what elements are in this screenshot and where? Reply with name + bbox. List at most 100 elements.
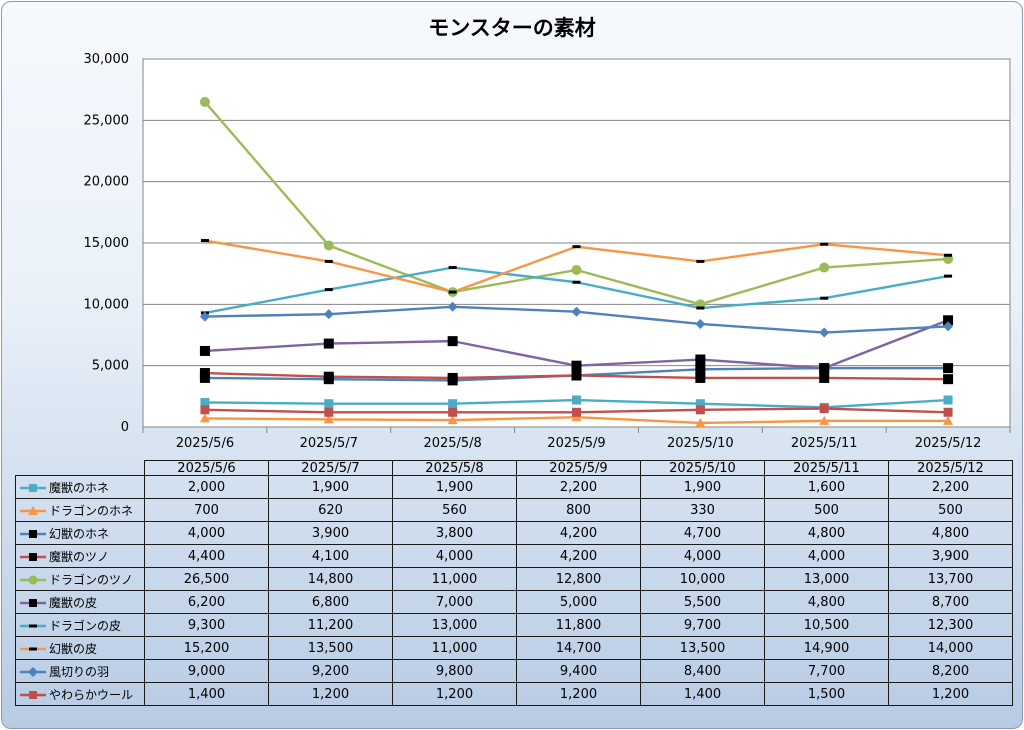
data-point-9-1 <box>324 407 334 417</box>
table-cell: 3,900 <box>888 544 1013 568</box>
table-cell: 1,400 <box>144 682 269 706</box>
table-cell: 13,000 <box>764 567 889 591</box>
table-cell: 10,000 <box>640 567 765 591</box>
table-header-date: 2025/5/12 <box>888 460 1013 476</box>
data-point-8-1 <box>323 309 334 320</box>
table-cell: 7,000 <box>392 590 517 614</box>
table-cell: 1,200 <box>888 682 1013 706</box>
table-row: 魔獣のツノ 4,400 4,100 4,000 4,200 4,000 4,000 3,900 <box>15 544 1013 568</box>
data-point-8-4 <box>695 318 706 329</box>
table-cell: 1,900 <box>268 475 393 499</box>
data-point-3-1 <box>323 371 334 382</box>
legend-key <box>20 506 46 515</box>
table-cell: 4,400 <box>144 544 269 568</box>
series-name: 幻獣のホネ <box>49 526 110 541</box>
table-row: 魔獣のホネ 2,000 1,900 1,900 2,200 1,900 1,600 2,200 <box>15 475 1013 499</box>
table-cell: 14,800 <box>268 567 393 591</box>
data-point-6-4 <box>696 306 705 310</box>
data-point-7-5 <box>820 242 829 246</box>
y-tick-label: 20,000 <box>84 175 130 190</box>
table-row: 風切りの羽 9,000 9,200 9,800 9,400 8,400 7,700 8,200 <box>15 659 1013 683</box>
data-point-9-2 <box>448 407 458 417</box>
data-point-9-6 <box>943 407 953 417</box>
table-row: 幻獣のホネ 4,000 3,900 3,800 4,200 4,700 4,800 4,800 <box>15 521 1013 545</box>
data-point-4-0 <box>199 96 210 107</box>
table-cell: 9,200 <box>268 659 393 683</box>
data-point-7-2 <box>448 290 457 294</box>
series-name-cell: ドラゴンの皮 <box>15 613 145 637</box>
table-row: 幻獣の皮 15,200 13,500 11,000 14,700 13,500 14,900… <box>15 636 1013 660</box>
table-header-date: 2025/5/10 <box>640 460 765 476</box>
y-tick-label: 10,000 <box>84 297 130 312</box>
y-tick-label: 5,000 <box>92 359 129 374</box>
table-cell: 8,400 <box>640 659 765 683</box>
data-point-1-2 <box>447 415 458 425</box>
series-name: 魔獣のホネ <box>49 480 110 495</box>
data-point-3-2 <box>447 372 458 383</box>
table-cell: 12,300 <box>888 613 1013 637</box>
x-tick-label: 2025/5/8 <box>423 436 481 451</box>
table-cell: 3,800 <box>392 521 517 545</box>
table-cell: 7,700 <box>764 659 889 683</box>
legend-key <box>20 691 46 699</box>
series-name: 風切りの羽 <box>49 664 110 679</box>
chart-title: モンスターの素材 <box>428 16 596 40</box>
series-name-cell: 幻獣の皮 <box>15 636 145 660</box>
table-cell: 14,700 <box>516 636 641 660</box>
table-cell: 14,900 <box>764 636 889 660</box>
table-cell: 4,800 <box>888 521 1013 545</box>
data-point-3-3 <box>571 370 582 381</box>
legend-key <box>20 599 46 607</box>
series-name: ドラゴンの皮 <box>49 618 122 633</box>
table-row: 魔獣の皮 6,200 6,800 7,000 5,000 5,500 4,800 8,700 <box>15 590 1013 614</box>
x-tick-label: 2025/5/11 <box>791 436 858 451</box>
table-cell: 560 <box>392 498 517 522</box>
data-point-9-5 <box>819 404 829 414</box>
table-cell: 4,200 <box>516 521 641 545</box>
data-point-7-0 <box>200 239 209 243</box>
table-cell: 2,200 <box>516 475 641 499</box>
table-cell: 13,500 <box>268 636 393 660</box>
data-point-8-2 <box>447 301 458 312</box>
series-name-cell: ドラゴンのホネ <box>15 498 145 522</box>
table-cell: 330 <box>640 498 765 522</box>
data-point-0-6 <box>943 395 953 405</box>
series-name: 幻獣の皮 <box>49 641 98 656</box>
data-point-7-6 <box>944 253 953 257</box>
table-header-date: 2025/5/8 <box>392 460 517 476</box>
data-point-4-5 <box>819 262 830 273</box>
table-cell: 9,400 <box>516 659 641 683</box>
table-cell: 1,900 <box>392 475 517 499</box>
series-name-cell: 魔獣のツノ <box>15 544 145 568</box>
legend-key <box>20 624 46 628</box>
table-cell: 5,500 <box>640 590 765 614</box>
table-cell: 500 <box>764 498 889 522</box>
table-cell: 26,500 <box>144 567 269 591</box>
legend-key <box>20 484 46 492</box>
table-cell: 8,700 <box>888 590 1013 614</box>
table-cell: 500 <box>888 498 1013 522</box>
table-cell: 4,200 <box>516 544 641 568</box>
table-cell: 4,000 <box>144 521 269 545</box>
data-point-1-6 <box>943 415 954 425</box>
table-cell: 2,200 <box>888 475 1013 499</box>
table-cell: 11,000 <box>392 567 517 591</box>
series-name-cell: 魔獣のホネ <box>15 475 145 499</box>
y-tick-label: 0 <box>121 420 129 435</box>
table-cell: 11,800 <box>516 613 641 637</box>
line-chart: 30,000 25,000 20,000 15,000 10,000 5,000 0 2025… <box>84 52 1011 451</box>
data-point-8-3 <box>571 306 582 317</box>
data-point-4-3 <box>571 264 582 275</box>
table-cell: 14,000 <box>888 636 1013 660</box>
table-row: やわらかウール 1,400 1,200 1,200 1,200 1,400 1,500 1,2… <box>15 682 1013 706</box>
table-cell: 12,800 <box>516 567 641 591</box>
table-cell: 4,000 <box>764 544 889 568</box>
data-point-3-5 <box>819 372 830 383</box>
data-point-6-1 <box>324 288 333 292</box>
table-cell: 4,700 <box>640 521 765 545</box>
table-cell: 4,000 <box>392 544 517 568</box>
data-point-5-3 <box>571 360 582 371</box>
data-point-7-1 <box>324 259 333 263</box>
series-name-cell: 幻獣のホネ <box>15 521 145 545</box>
